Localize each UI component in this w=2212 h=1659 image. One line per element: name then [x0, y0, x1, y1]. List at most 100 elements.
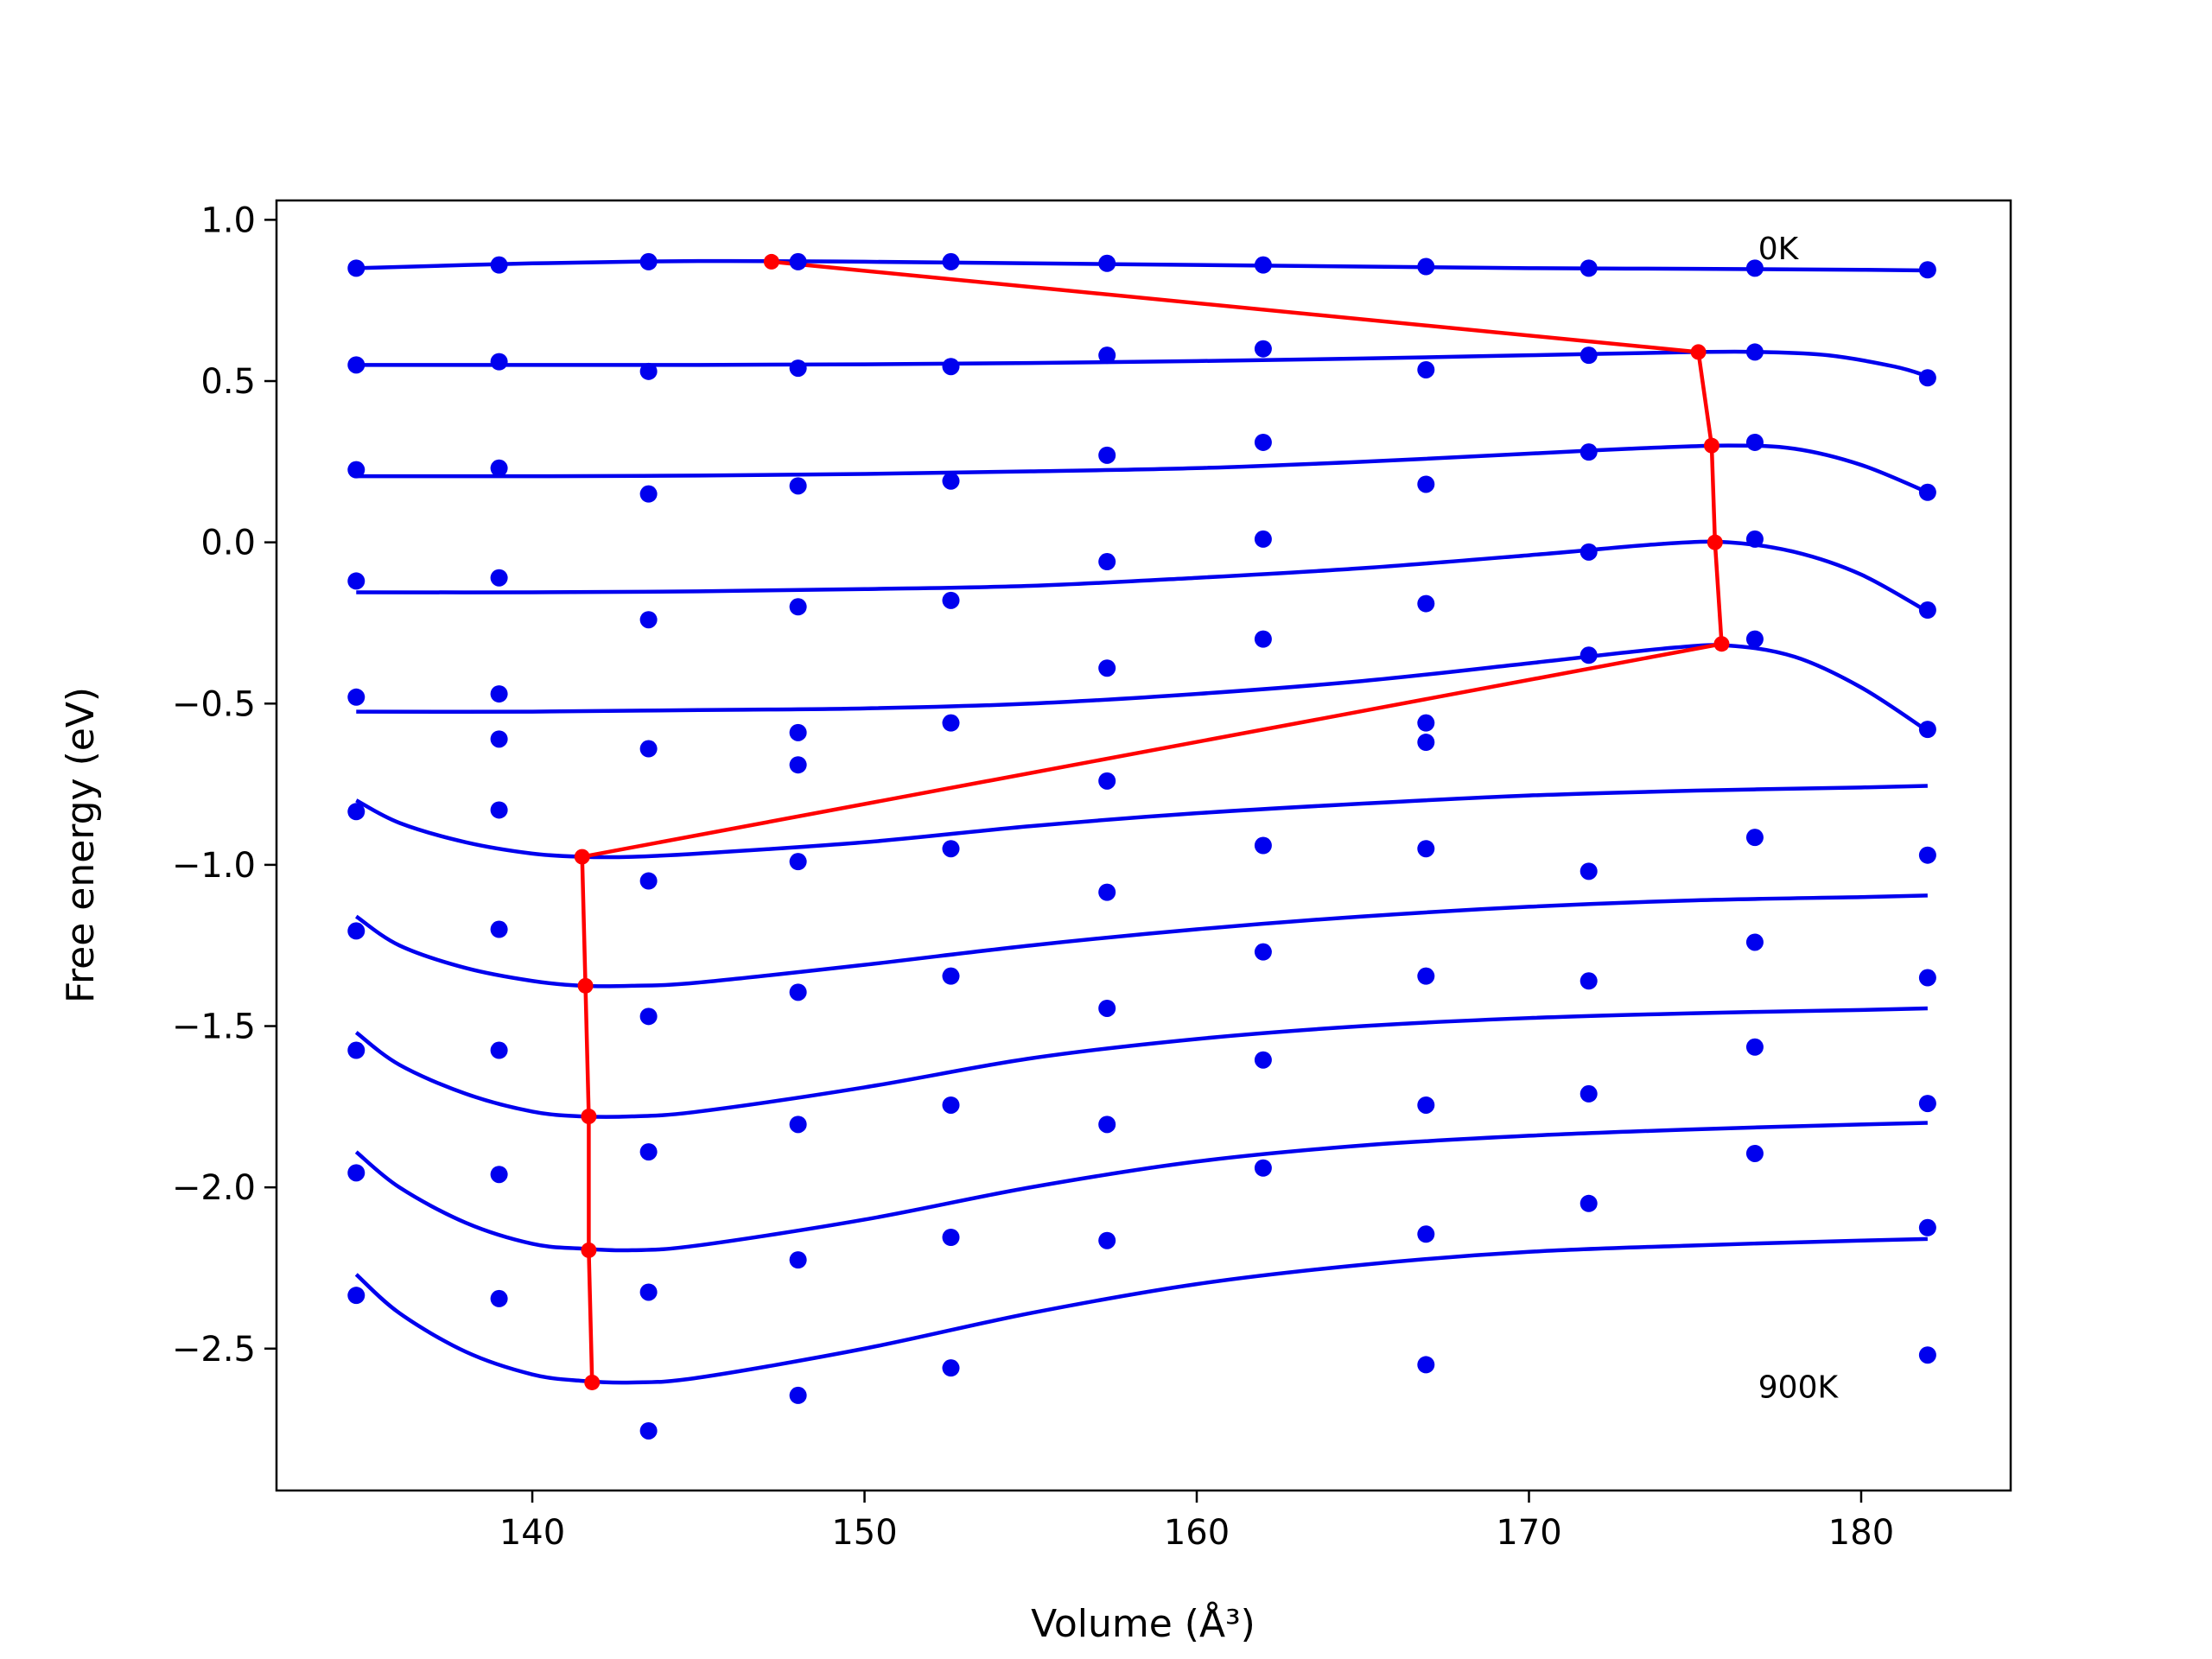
- data-point: [1417, 1225, 1435, 1243]
- data-point: [1580, 259, 1598, 277]
- data-point: [1098, 1231, 1116, 1249]
- data-point: [1098, 772, 1116, 790]
- data-point: [639, 252, 658, 270]
- x-axis-title: Volume (Å³): [1031, 1600, 1255, 1646]
- fit-curve-7: [354, 893, 1928, 988]
- data-point: [1098, 446, 1116, 464]
- data-point: [1254, 1159, 1272, 1177]
- data-point: [490, 801, 508, 819]
- minimum-marker: [1713, 636, 1730, 652]
- data-point: [1417, 475, 1435, 493]
- annotations-group: 0K 900K: [1758, 232, 1840, 1406]
- data-point: [1254, 530, 1272, 548]
- data-point: [1918, 1218, 1936, 1236]
- fit-curve-10: [354, 1236, 1928, 1385]
- data-point: [1417, 360, 1435, 378]
- data-point: [639, 872, 658, 890]
- data-point: [1918, 369, 1936, 387]
- data-point: [639, 362, 658, 380]
- data-point: [1254, 630, 1272, 648]
- data-point: [347, 259, 365, 277]
- data-point: [490, 1289, 508, 1307]
- minimum-marker: [584, 1374, 601, 1390]
- data-point: [1918, 721, 1936, 739]
- data-point: [1417, 967, 1435, 985]
- data-point: [1745, 1144, 1764, 1162]
- data-point: [1918, 1095, 1936, 1113]
- data-point: [789, 756, 807, 774]
- data-point: [1745, 343, 1764, 361]
- minimum-marker: [1703, 437, 1719, 454]
- data-point: [639, 485, 658, 503]
- data-point: [347, 1164, 365, 1182]
- data-point: [942, 1228, 960, 1246]
- data-point: [942, 591, 960, 609]
- data-point: [1580, 543, 1598, 561]
- data-point: [639, 1421, 658, 1440]
- x-tick-label: 160: [1164, 1513, 1230, 1553]
- data-point: [942, 358, 960, 376]
- minimum-marker: [574, 849, 590, 865]
- data-point: [1098, 999, 1116, 1017]
- data-point: [1580, 646, 1598, 664]
- y-tick-label: −0.5: [172, 684, 256, 724]
- data-point: [1098, 553, 1116, 571]
- data-point: [1098, 883, 1116, 901]
- data-point: [490, 256, 508, 274]
- data-point: [490, 459, 508, 477]
- data-point: [789, 477, 807, 495]
- data-point: [347, 1041, 365, 1059]
- data-point: [1745, 933, 1764, 951]
- fit-curve-5: [356, 643, 1929, 733]
- data-point: [1254, 256, 1272, 274]
- minimum-marker: [763, 253, 779, 270]
- data-point: [942, 472, 960, 490]
- data-point: [1918, 261, 1936, 279]
- data-point: [1417, 734, 1435, 752]
- plot-area: [347, 252, 1936, 1440]
- y-tick-label: −1.0: [172, 846, 256, 886]
- data-point: [1417, 594, 1435, 613]
- data-point: [1745, 829, 1764, 847]
- data-point: [490, 1166, 508, 1184]
- data-point: [1745, 259, 1764, 277]
- data-point: [1918, 1346, 1936, 1364]
- data-point: [942, 1096, 960, 1114]
- data-point: [789, 252, 807, 270]
- minimum-marker: [581, 1109, 597, 1125]
- y-tick-label: −2.0: [172, 1168, 256, 1208]
- y-axis-title: Free energy (eV): [59, 687, 103, 1003]
- data-point: [1254, 836, 1272, 855]
- data-point: [942, 252, 960, 270]
- data-point: [1254, 1051, 1272, 1069]
- data-point: [1417, 1096, 1435, 1114]
- data-point: [1254, 340, 1272, 358]
- data-point: [1745, 1038, 1764, 1056]
- data-point: [1580, 862, 1598, 880]
- data-point: [1098, 1116, 1116, 1134]
- data-point: [789, 359, 807, 378]
- data-point: [1098, 346, 1116, 365]
- fit-curves: [354, 258, 1929, 1385]
- data-point: [1254, 433, 1272, 451]
- data-point: [347, 922, 365, 940]
- annotation-0k: 0K: [1758, 232, 1800, 267]
- data-point: [1918, 969, 1936, 987]
- data-point: [1580, 1084, 1598, 1103]
- data-point: [639, 1007, 658, 1026]
- data-point: [1745, 530, 1764, 548]
- data-point: [1098, 659, 1116, 677]
- data-point: [789, 723, 807, 741]
- x-tick-label: 140: [499, 1513, 565, 1553]
- annotation-900k: 900K: [1758, 1370, 1840, 1406]
- data-point: [1417, 840, 1435, 858]
- x-axis: 140 150 160 170 180: [499, 1491, 1894, 1553]
- data-point: [1745, 433, 1764, 451]
- data-point: [1254, 943, 1272, 961]
- data-point: [347, 803, 365, 821]
- y-axis: 1.0 0.5 0.0 −0.5 −1.0 −1.5 −2.0 −2.5: [172, 200, 276, 1370]
- minimum-marker: [1707, 534, 1723, 550]
- data-point: [1745, 630, 1764, 648]
